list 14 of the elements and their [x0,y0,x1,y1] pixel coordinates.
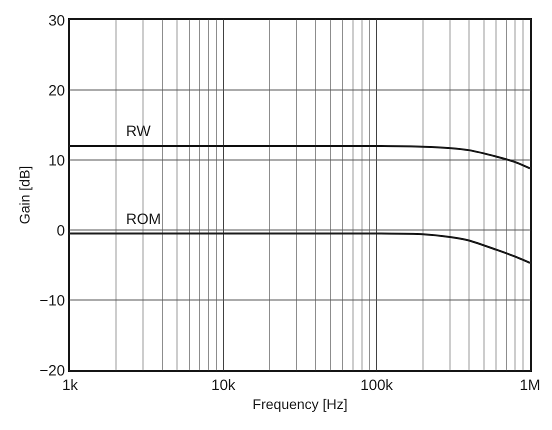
x-tick-label: 1k [62,377,78,394]
y-tick-label: −10 [40,292,65,310]
series-label: ROM [126,211,161,228]
series-label: RW [126,123,152,140]
y-axis-title: Gain [dB] [16,166,33,224]
y-tick-label: 10 [48,152,65,170]
x-tick-label: 10k [211,377,236,394]
y-tick-label: 30 [48,12,65,30]
y-tick-label: 20 [48,82,65,100]
y-tick-label: −20 [40,362,65,380]
x-tick-label: 100k [360,377,394,394]
x-axis-title: Frequency [Hz] [252,396,348,412]
y-tick-label: 0 [56,222,65,240]
x-tick-label: 1M [520,377,540,394]
